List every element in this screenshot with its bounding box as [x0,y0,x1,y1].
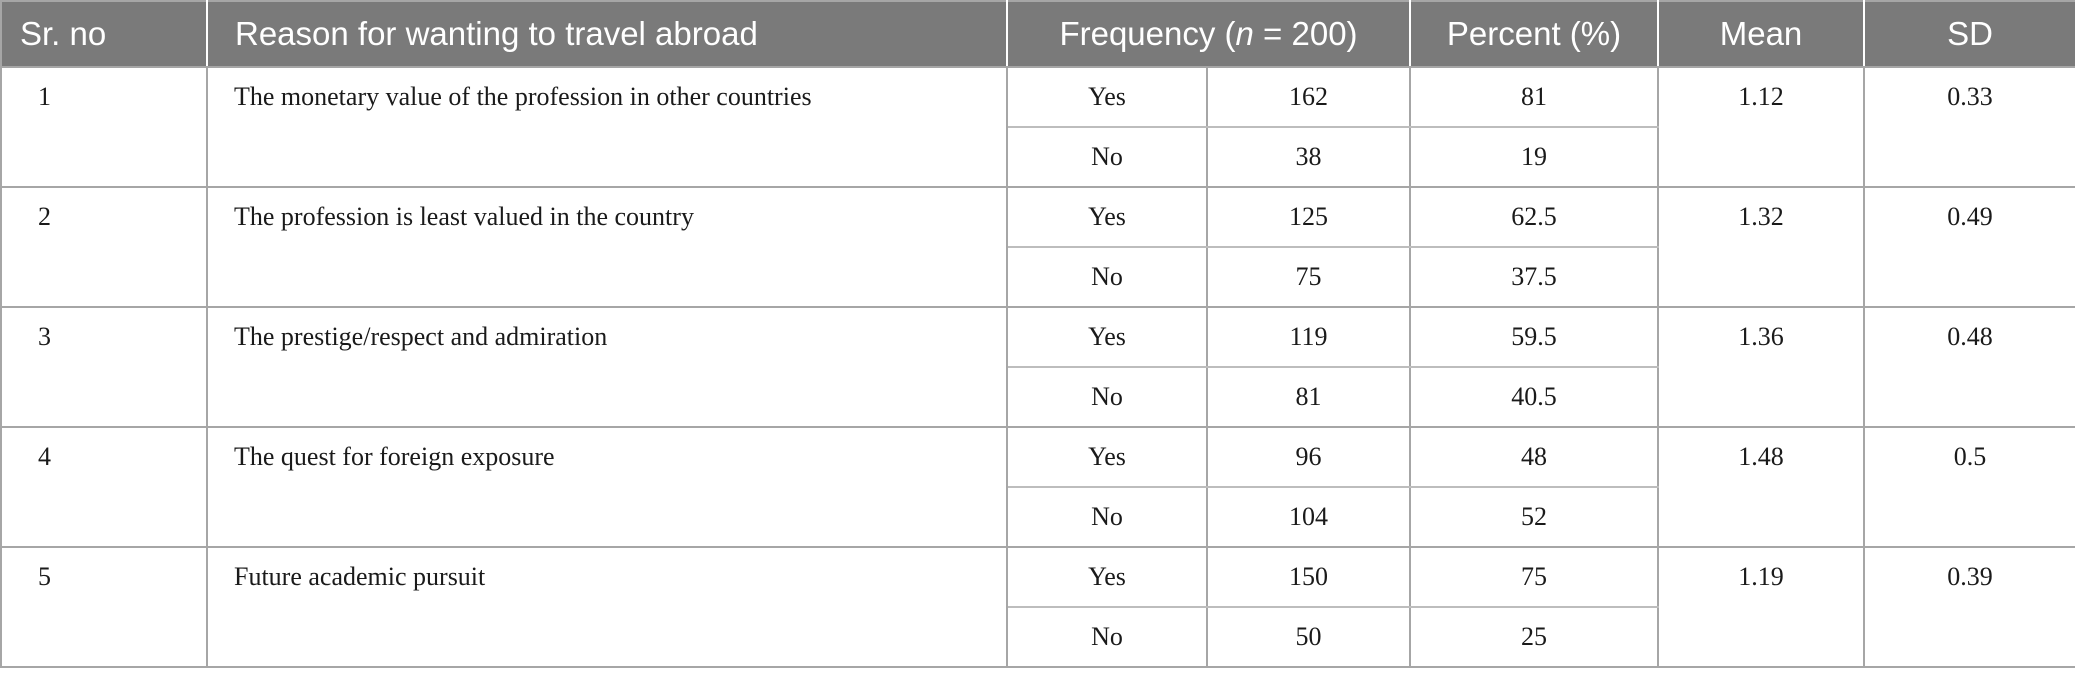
row-mean: 1.12 [1657,67,1866,188]
row-no-label: No [1007,487,1208,548]
row-reason: The profession is least valued in the co… [206,187,1008,308]
row-yes-label: Yes [1006,307,1208,368]
row-no-percent: 25 [1409,607,1659,668]
row-yes-percent: 59.5 [1409,307,1660,368]
table-body: 1 The monetary value of the profession in… [1,67,2075,668]
row-sr-no: 3 [1,307,208,428]
row-sd: 0.49 [1863,187,2075,308]
row-sr-no: 1 [1,67,208,188]
row-yes-label: Yes [1006,67,1208,128]
row-yes-label: Yes [1006,547,1208,608]
row-no-frequency: 81 [1205,367,1412,428]
row-no-percent: 19 [1409,127,1659,188]
row-no-label: No [1007,247,1208,308]
header-mean: Mean [1657,1,1866,68]
row-reason: Future academic pursuit [206,547,1008,668]
row-reason: The monetary value of the profession in … [206,67,1008,188]
row-sr-no: 2 [1,187,208,308]
row-no-percent: 52 [1409,487,1659,548]
row-sd: 0.5 [1863,427,2075,548]
table-row: 4 The quest for foreign exposure Yes 96 48 1.… [1,427,2075,548]
row-yes-frequency: 125 [1205,187,1412,248]
row-no-frequency: 50 [1205,607,1412,668]
table-row: 3 The prestige/respect and admiration Yes 1… [1,307,2075,428]
row-mean: 1.19 [1657,547,1866,668]
row-yes-label: Yes [1006,427,1208,488]
row-sd: 0.48 [1863,307,2075,428]
row-reason: The prestige/respect and admiration [206,307,1008,428]
row-mean: 1.36 [1657,307,1866,428]
table-row: No 75 37.5 [1,247,2075,308]
row-no-percent: 37.5 [1409,247,1659,308]
row-sr-no: 4 [1,427,208,548]
row-no-label: No [1007,367,1208,428]
row-yes-frequency: 119 [1205,307,1412,368]
header-percent: Percent (%) [1409,1,1660,68]
row-no-frequency: 104 [1205,487,1412,548]
table-row: 1 The monetary value of the profession in… [1,67,2075,188]
header-reason: Reason for wanting to travel abroad [206,1,1008,68]
row-sd: 0.39 [1863,547,2075,668]
table-header: Sr. no Reason for wanting to travel abro… [1,1,2075,68]
row-no-label: No [1007,127,1208,188]
reasons-table: Sr. no Reason for wanting to travel abro… [0,0,2075,668]
table-row: No 50 25 [1,607,2075,668]
row-yes-label: Yes [1006,187,1208,248]
table-row: No 104 52 [1,487,2075,548]
row-mean: 1.48 [1657,427,1866,548]
row-no-frequency: 75 [1205,247,1412,308]
header-frequency: Frequency (n = 200) [1005,1,1412,68]
header-frequency-prefix: Frequency ( [1059,15,1236,52]
row-sd: 0.33 [1863,67,2075,188]
row-yes-percent: 81 [1409,67,1660,128]
header-frequency-suffix: = 200) [1253,15,1358,52]
row-yes-percent: 48 [1409,427,1660,488]
row-no-percent: 40.5 [1409,367,1659,428]
row-yes-percent: 75 [1409,547,1660,608]
row-no-frequency: 38 [1205,127,1412,188]
table-row: 5 Future academic pursuit Yes 150 75 1.19 0.39 [1,547,2075,668]
row-sr-no: 5 [1,547,208,668]
header-sd: SD [1863,1,2075,68]
table-row: No 38 19 [1,127,2075,188]
row-yes-frequency: 162 [1205,67,1412,128]
row-mean: 1.32 [1657,187,1866,308]
header-row: Sr. no Reason for wanting to travel abro… [1,1,2075,68]
row-yes-frequency: 96 [1205,427,1412,488]
row-yes-frequency: 150 [1205,547,1412,608]
table-row: 2 The profession is least valued in the c… [1,187,2075,308]
header-sr-no: Sr. no [1,1,208,68]
row-no-label: No [1007,607,1208,668]
header-frequency-n: n [1235,15,1254,52]
table-row: No 81 40.5 [1,367,2075,428]
row-yes-percent: 62.5 [1409,187,1660,248]
row-reason: The quest for foreign exposure [206,427,1008,548]
